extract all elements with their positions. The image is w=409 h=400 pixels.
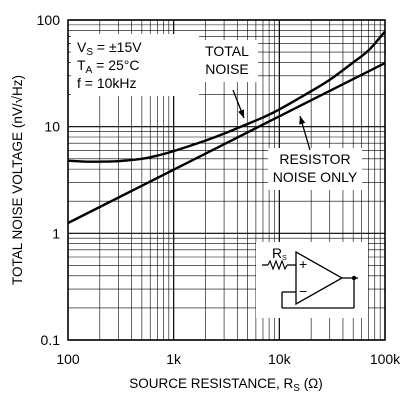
annotation-text: TOTAL	[205, 43, 249, 59]
y-tick-label: 100	[37, 12, 61, 28]
resistor-label: RS	[272, 245, 287, 262]
condition-text: VS = ±15V	[77, 39, 142, 58]
annotation-background	[268, 148, 362, 190]
x-tick-label: 100	[56, 351, 80, 367]
minus-sign-icon: −	[299, 283, 307, 299]
annotation-background	[196, 40, 258, 82]
condition-text: f = 10kHz	[77, 75, 137, 91]
annotation-text: NOISE	[205, 61, 249, 77]
plus-sign-icon: +	[299, 256, 307, 272]
plot-frame	[67, 19, 386, 341]
resistor-noise-annotation: RESISTOR NOISE ONLY	[268, 115, 362, 190]
tick-labels: 100 1k 10k 100k 0.1 1 10 100	[37, 12, 402, 367]
x-axis-label: SOURCE RESISTANCE, RS (Ω)	[129, 376, 323, 394]
x-tick-label: 1k	[166, 351, 182, 367]
conditions-background	[71, 34, 199, 96]
y-tick-label: 0.1	[41, 332, 61, 348]
circuit-inset: RS + −	[256, 242, 368, 318]
total-noise-series-line	[67, 30, 386, 163]
arrow-head-icon	[238, 109, 245, 118]
total-noise-annotation: TOTAL NOISE	[196, 40, 258, 119]
annotation-text: NOISE ONLY	[273, 169, 358, 185]
series-layer	[67, 30, 386, 225]
y-axis-label: TOTAL NOISE VOLTAGE (nV/√Hz)	[10, 75, 25, 285]
x-tick-label: 10k	[268, 351, 292, 367]
y-tick-label: 1	[52, 225, 60, 241]
resistor-icon	[267, 259, 288, 271]
annotation-text: RESISTOR	[279, 151, 350, 167]
op-amp-icon	[295, 250, 344, 306]
x-tick-label: 100k	[370, 351, 401, 367]
y-tick-label: 10	[44, 119, 60, 135]
condition-text: TA = 25°C	[77, 57, 139, 76]
arrow-head-icon	[299, 116, 306, 125]
resistor-noise-only-series-line	[67, 61, 386, 225]
